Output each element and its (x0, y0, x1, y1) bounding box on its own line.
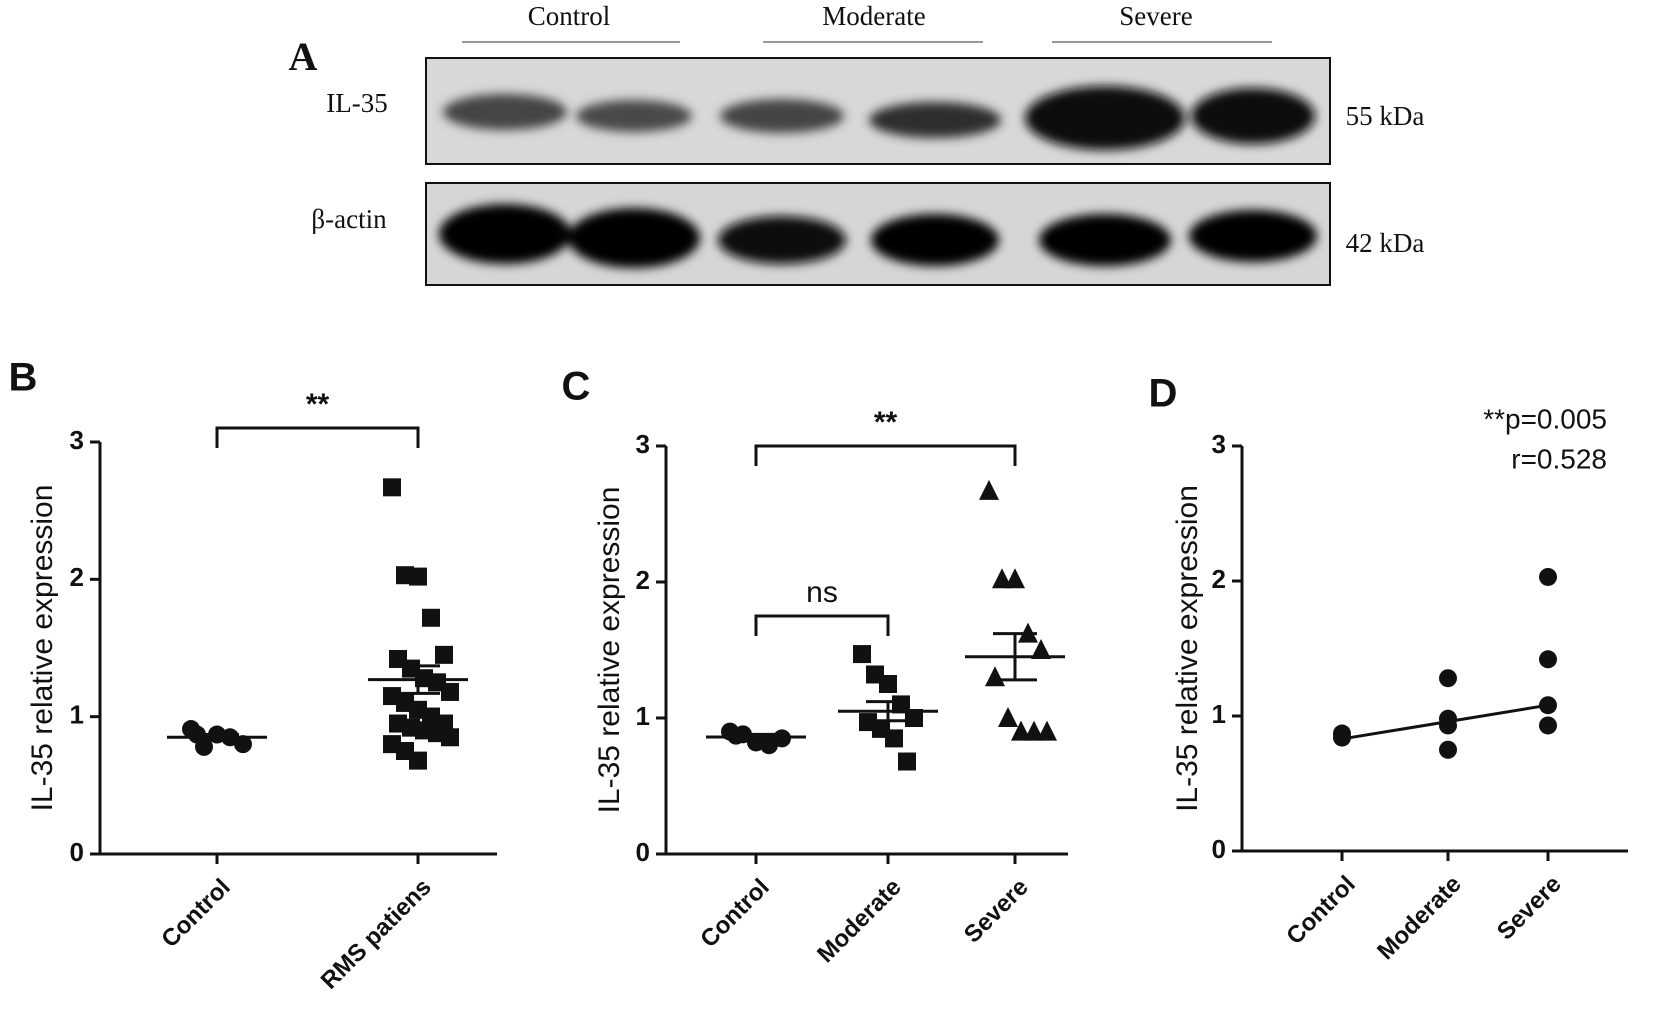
point (853, 645, 871, 664)
point (1005, 568, 1025, 589)
point (1539, 650, 1557, 669)
significance-bracket (215, 426, 420, 448)
lane-label: Severe (1119, 1, 1192, 31)
annotation: **p=0.005 (1483, 403, 1607, 434)
significance-label: ** (306, 388, 330, 421)
error-bar (396, 664, 440, 695)
fit-line (1341, 703, 1549, 741)
x-tick-label: Moderate (1372, 871, 1467, 966)
point (1539, 567, 1557, 586)
blot-panel: A Control Moderate Severe IL-35 β-actin … (289, 1, 1425, 286)
y-tick-label: 3 (1212, 429, 1226, 459)
point (441, 728, 459, 747)
point (1539, 716, 1557, 735)
y-tick-label: 3 (636, 429, 650, 459)
y-axis-label: IL-35 relative expression (1171, 485, 1204, 812)
error-bar (993, 632, 1037, 682)
panel-label: C (562, 365, 591, 409)
band (1025, 86, 1185, 150)
band (1191, 88, 1315, 144)
y-tick-label: 2 (1212, 564, 1226, 594)
band (439, 204, 571, 264)
y-tick-label: 2 (636, 565, 650, 595)
point (409, 567, 427, 586)
y-axis-label: IL-35 relative expression (26, 485, 59, 812)
panel-label: B (9, 356, 38, 400)
point (885, 729, 903, 748)
band (718, 216, 846, 264)
point (441, 682, 459, 701)
significance-bracket (754, 444, 1017, 466)
point (905, 709, 923, 727)
error-bar (734, 732, 778, 742)
y-tick-label: 1 (636, 701, 650, 731)
x-tick-label: Control (156, 874, 235, 953)
row-label: β-actin (311, 204, 387, 234)
point (879, 675, 897, 693)
band (1189, 210, 1317, 262)
y-tick-label: 0 (636, 837, 650, 867)
point (1439, 669, 1457, 688)
significance-bracket (754, 614, 890, 636)
point (992, 568, 1012, 589)
significance-label: ns (806, 576, 838, 609)
chart-panel: B IL-35 relative expression 0 1 2 3 Control RMS… (9, 356, 497, 995)
point (409, 751, 427, 770)
point (1011, 720, 1031, 741)
error-bar (195, 733, 239, 742)
point (422, 608, 440, 627)
point (985, 666, 1005, 687)
significance-label: ** (874, 406, 898, 439)
y-axis-label: IL-35 relative expression (593, 487, 626, 814)
y-tick-label: 0 (70, 837, 84, 867)
row-label: IL-35 (326, 88, 387, 118)
x-tick-label: Severe (959, 874, 1034, 949)
point (979, 479, 999, 500)
y-tick-label: 1 (1212, 699, 1226, 729)
point (422, 707, 440, 726)
x-tick-label: Moderate (812, 874, 907, 969)
annotation: r=0.528 (1511, 443, 1607, 474)
x-tick-label: Control (695, 874, 774, 953)
panel-label: D (1149, 372, 1178, 416)
point (383, 478, 401, 497)
y-tick-label: 3 (70, 425, 84, 455)
band (871, 214, 999, 266)
x-tick-label: Severe (1492, 871, 1567, 946)
point (1024, 720, 1044, 741)
band (576, 100, 692, 132)
band (869, 102, 1001, 138)
point (1439, 740, 1457, 759)
x-tick-label: Control (1281, 871, 1360, 950)
point (898, 752, 916, 771)
y-tick-label: 0 (1212, 834, 1226, 864)
chart-panel: D IL-35 relative expression 0 1 2 3 Control Mod… (1149, 372, 1628, 966)
point (1037, 720, 1057, 741)
y-tick-label: 2 (70, 562, 84, 592)
size-label: 42 kDa (1346, 228, 1425, 258)
point (1031, 639, 1051, 659)
point (892, 695, 910, 714)
error-bar (866, 700, 910, 723)
point (435, 645, 453, 664)
band (443, 94, 567, 130)
lane-label: Control (528, 1, 611, 31)
band (720, 99, 844, 133)
band (1039, 214, 1171, 266)
lane-label: Moderate (822, 1, 925, 31)
band (568, 208, 700, 268)
point (998, 707, 1018, 727)
size-label: 55 kDa (1346, 101, 1425, 131)
bands (439, 86, 1317, 268)
panel-label: A (289, 34, 318, 79)
x-tick-label: RMS patiens (316, 874, 437, 995)
chart-panel: C IL-35 relative expression 0 1 2 3 Control Mod… (562, 365, 1068, 969)
y-tick-label: 1 (70, 700, 84, 730)
